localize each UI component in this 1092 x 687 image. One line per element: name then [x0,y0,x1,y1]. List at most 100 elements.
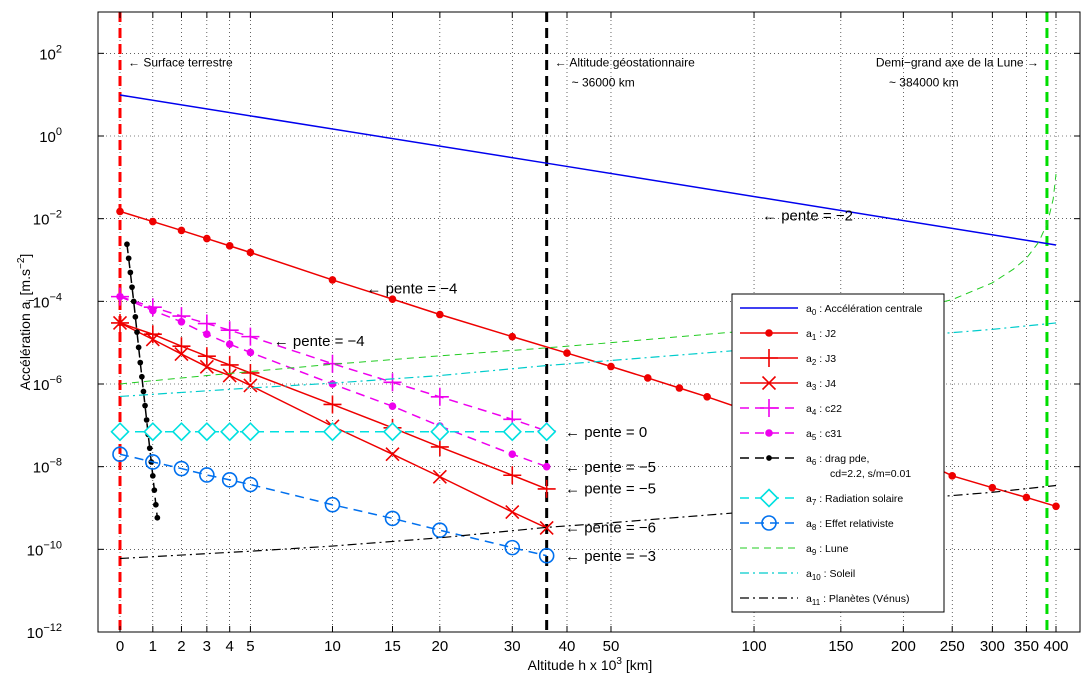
data-point [948,472,957,480]
data-point [140,388,147,395]
data-point [173,460,190,477]
x-tick-label: 0 [116,638,124,655]
y-axis-ticks: 10−12 10−10 10−8 10−6 10−4 10−2 100 102 [27,43,1080,642]
data-point [246,248,255,257]
data-point [765,429,773,437]
legend-item-a4: a4 : c22 [740,399,842,417]
data-point [432,469,447,484]
data-point [760,399,778,417]
data-point [504,539,521,556]
data-point [241,327,260,346]
data-point [243,378,258,393]
surface-annotation: ← Surface terrestre [128,56,233,70]
data-point [145,454,161,470]
data-point [116,292,124,301]
data-point [1052,502,1060,511]
data-point [197,347,216,366]
slope-a7-label: ← pente = 0 [565,424,647,441]
data-point [171,422,192,442]
y-tick-label: 10−12 [27,622,62,642]
data-point [112,315,128,331]
y-tick-label: 10−6 [33,374,62,394]
slope-a8-label: ← pente = −3 [565,548,656,565]
data-point [149,472,156,479]
x-axis-label: Altitude h x 103 [km] [528,656,653,673]
data-point [765,329,773,337]
x-tick-label: 1 [149,638,157,655]
data-point [154,514,161,521]
legend-label: a6 : drag pde, [806,453,869,467]
legend-item-a2: a2 : J3 [740,349,836,367]
data-point [430,387,449,406]
y-tick-label: 10−4 [33,291,62,311]
x-tick-label: 30 [504,638,521,655]
data-point [177,317,186,326]
annotations: ← Surface terrestre ← Altitude géostation… [128,56,1039,565]
legend-label: a8 : Effet relativiste [806,518,894,532]
data-point [241,363,260,382]
data-point [110,422,130,442]
data-point [124,241,130,248]
data-point [328,380,337,388]
legend-label: a9 : Lune [806,543,849,557]
legend-label: a1 : J2 [806,328,836,342]
legend-item-a11: a11 : Planètes (Vénus) [740,593,909,607]
data-point [388,295,397,303]
data-point [383,373,402,392]
x-tick-label: 2 [177,638,185,655]
data-point [220,355,239,374]
series-line [119,94,1057,246]
y-tick-label: 102 [39,43,62,63]
series-a0 [119,94,1057,246]
series-a2 [111,313,556,498]
data-point [563,349,571,357]
data-point [127,269,134,276]
data-point [385,447,400,462]
series-a7 [110,422,557,442]
legend-item-a0: a0 : Accélération centrale [740,303,923,317]
data-point [324,496,341,513]
series-line [119,484,1057,560]
legend-label: a3 : J4 [806,378,836,392]
x-tick-label: 4 [226,638,234,655]
data-point [761,515,777,531]
data-point [220,422,240,442]
legend-label: a10 : Soleil [806,568,855,582]
x-tick-label: 200 [891,638,916,655]
x-tick-label: 15 [384,638,401,655]
data-point [177,226,186,235]
legend: a0 : Accélération centrale a1 : J2 a2 : J3… [731,293,945,613]
series [110,94,1060,564]
data-point [225,340,234,348]
y-tick-label: 10−10 [27,539,62,559]
data-point [151,487,158,494]
slope-a1-label: ← pente = −4 [366,280,457,297]
data-point [607,362,615,371]
x-axis-ticks: 0 1 2 3 4 5 10 15 20 30 40 50 100 150 200 250 300 350 400 [116,12,1069,655]
data-point [203,330,211,339]
x-tick-label: 100 [742,638,767,655]
data-point [503,466,522,485]
data-point [221,472,238,488]
data-point [760,349,778,367]
data-point [242,476,259,493]
data-point [322,422,343,442]
data-point [197,314,216,333]
slope-a0-label: ← pente = −2 [762,208,853,225]
legend-item-a3: a3 : J4 [740,375,836,392]
data-point [139,373,145,380]
slope-a5-label: ← pente = −5 [565,459,656,476]
data-point [246,348,255,357]
legend-item-a6: a6 : drag pde,cd=2.2, s/m=0.01 [740,453,911,480]
data-point [146,445,153,452]
x-tick-label: 250 [940,638,965,655]
x-tick-label: 400 [1043,638,1068,655]
legend-item-a7: a7 : Radiation solaire [740,488,903,508]
data-point [643,374,652,382]
x-tick-label: 10 [324,638,341,655]
data-point [508,450,517,459]
legend-item-a10: a10 : Soleil [740,568,855,582]
data-point [542,462,551,471]
data-point [149,217,157,226]
